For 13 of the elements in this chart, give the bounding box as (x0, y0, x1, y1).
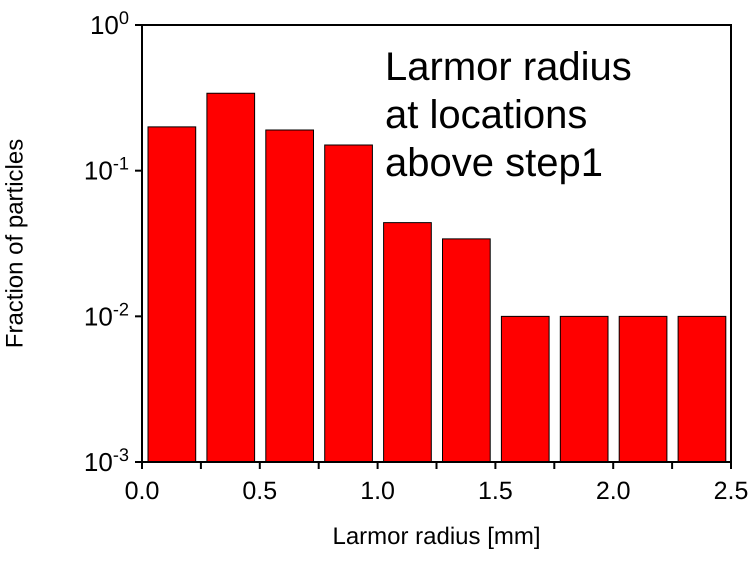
x-axis-title: Larmor radius [mm] (332, 523, 541, 550)
y-axis-title: Fraction of particles (2, 138, 29, 348)
x-tick-label: 1.5 (478, 477, 513, 505)
annotation: Larmor radius at locations above step1 (385, 45, 632, 185)
x-tick-label: 0.5 (242, 477, 278, 505)
y-tick-label: 10$^{-1}$ (84, 154, 129, 186)
x-tick-label: 2.5 (714, 477, 748, 505)
y-tick-label: 10$^{0}$ (90, 8, 129, 40)
x-tick-label: 2.0 (596, 477, 631, 505)
y-tick-label: 10$^{-3}$ (84, 445, 129, 477)
x-tick-label: 1.0 (360, 477, 395, 505)
x-tick-label: 0.0 (124, 477, 160, 505)
y-tick-label: 10$^{-2}$ (84, 299, 129, 332)
